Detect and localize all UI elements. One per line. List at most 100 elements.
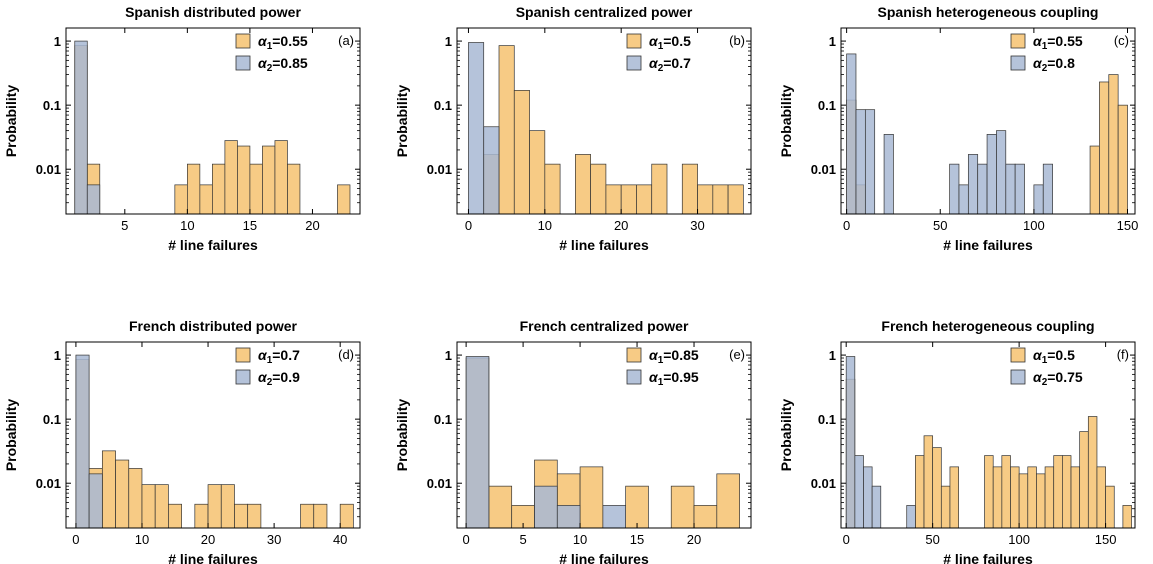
bar-series2 xyxy=(845,356,856,529)
bar-series1 xyxy=(488,485,513,529)
bar-series1 xyxy=(513,90,530,215)
bar-series1 xyxy=(1036,473,1046,529)
bar-series1 xyxy=(1117,104,1128,215)
bar-series2 xyxy=(855,109,866,215)
bar-series1 xyxy=(1027,466,1037,529)
bar-series1 xyxy=(300,503,315,529)
bar-series1 xyxy=(1089,145,1100,215)
x-axis-label: # line failures xyxy=(168,551,258,564)
bar-series1 xyxy=(199,184,213,215)
panel-5: French centralized power 0 5 10 15 20 1 0.1 0.01… xyxy=(394,318,752,564)
bar-series2 xyxy=(86,184,101,215)
plot-frame xyxy=(456,27,752,215)
bar-series1 xyxy=(141,484,156,529)
bar-series1 xyxy=(727,184,744,215)
bar-series2 xyxy=(967,154,979,215)
bar-series1 xyxy=(1087,416,1098,529)
y-tick-label: 0.01 xyxy=(811,476,836,491)
y-tick-label: 0.1 xyxy=(434,98,452,113)
bar-series2 xyxy=(1014,163,1025,215)
bar-series1 xyxy=(544,163,561,215)
bar-series2 xyxy=(468,42,485,215)
x-tick-label: 50 xyxy=(925,532,939,547)
bar-series1 xyxy=(274,140,288,215)
legend-swatch xyxy=(1010,33,1026,49)
legend-label: α1=0.95 xyxy=(649,369,699,388)
bar-series2 xyxy=(986,134,997,215)
bar-series1 xyxy=(337,184,351,215)
y-tick-label: 0.01 xyxy=(36,476,61,491)
legend-label: α2=0.7 xyxy=(649,55,691,74)
x-tick-label: 10 xyxy=(180,218,194,233)
y-axis-label: Probability xyxy=(778,85,794,158)
bar-series1 xyxy=(1122,505,1132,529)
panel-tag: (a) xyxy=(338,33,354,48)
x-tick-label: 10 xyxy=(135,532,149,547)
legend-label: α2=0.8 xyxy=(1033,55,1075,74)
x-axis-label: # line failures xyxy=(943,551,1033,564)
plot-frame xyxy=(840,341,1136,529)
bar-series1 xyxy=(237,145,251,215)
bar-series1 xyxy=(498,45,515,215)
x-tick-label: 10 xyxy=(538,218,552,233)
bar-series2 xyxy=(996,130,1007,215)
x-tick-label: 15 xyxy=(630,532,644,547)
chart-title: Spanish heterogeneous coupling xyxy=(878,4,1099,20)
bar-series1 xyxy=(670,485,695,529)
legend-swatch xyxy=(1010,369,1026,385)
bar-series1 xyxy=(212,163,226,215)
bar-series1 xyxy=(1044,466,1055,529)
y-tick-label: 1 xyxy=(54,34,61,49)
plot-frame xyxy=(65,341,361,529)
plot-frame xyxy=(65,27,361,215)
bar-series1 xyxy=(693,505,718,529)
bar-series1 xyxy=(1018,473,1029,529)
legend-label: α2=0.9 xyxy=(258,369,300,388)
bar-series2 xyxy=(863,466,873,529)
x-tick-label: 30 xyxy=(267,532,281,547)
bar-series1 xyxy=(154,484,169,529)
x-tick-label: 100 xyxy=(1023,218,1045,233)
x-tick-label: 20 xyxy=(687,532,701,547)
bar-series1 xyxy=(224,140,238,215)
bar-series1 xyxy=(681,163,698,215)
bar-series1 xyxy=(1108,74,1119,215)
legend-swatch xyxy=(626,33,642,49)
bar-series1 xyxy=(575,154,591,215)
panel-tag: (d) xyxy=(338,347,354,362)
bar-series1 xyxy=(207,484,222,529)
y-axis-label: Probability xyxy=(778,399,794,472)
bar-series1 xyxy=(115,459,130,529)
x-tick-label: 0 xyxy=(462,532,469,547)
bar-series1 xyxy=(101,450,116,529)
x-tick-label: 0 xyxy=(843,532,850,547)
chart-title: French distributed power xyxy=(129,318,298,334)
panel-tag: (c) xyxy=(1114,33,1129,48)
bar-series1 xyxy=(992,466,1003,529)
bar-series1 xyxy=(940,485,951,529)
bar-series1 xyxy=(1105,485,1115,529)
bar-series1 xyxy=(128,468,143,529)
bar-series1 xyxy=(174,184,188,215)
bar-series2 xyxy=(602,505,626,529)
bar-series1 xyxy=(187,163,201,215)
y-axis-label: Probability xyxy=(3,85,19,158)
legend-swatch xyxy=(235,55,251,71)
bar-series1 xyxy=(339,503,354,529)
legend-swatch xyxy=(235,33,251,49)
legend-label: α1=0.5 xyxy=(649,33,691,52)
bar-series2 xyxy=(1042,163,1053,215)
x-tick-label: 5 xyxy=(121,218,128,233)
legend-swatch xyxy=(626,347,642,363)
bar-series1 xyxy=(194,503,209,529)
y-tick-label: 0.1 xyxy=(818,412,836,427)
bar-series1 xyxy=(1010,466,1020,529)
legend-label: α2=0.85 xyxy=(258,55,308,74)
bar-series1 xyxy=(949,466,959,529)
bar-series1 xyxy=(1001,455,1011,529)
x-tick-label: 150 xyxy=(1095,532,1117,547)
bar-series2 xyxy=(1033,184,1044,215)
legend-label: α1=0.5 xyxy=(1033,347,1075,366)
bar-series1 xyxy=(605,184,622,215)
